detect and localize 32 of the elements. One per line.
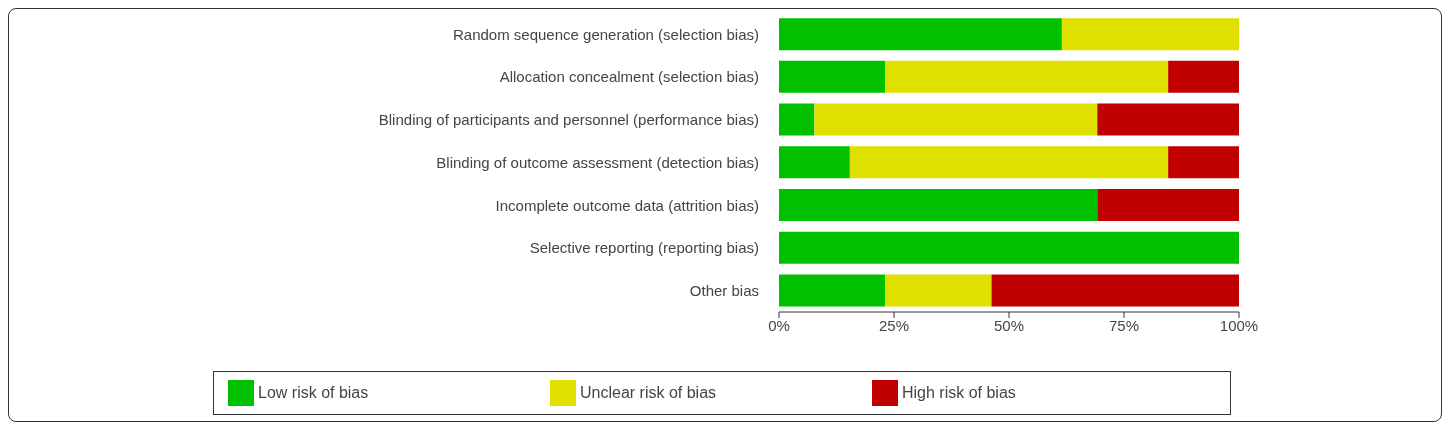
bar (885, 274, 992, 307)
bar (779, 188, 1098, 221)
x-tick-label: 50% (993, 316, 1025, 334)
bar (1168, 146, 1239, 179)
y-tick-label: Blinding of outcome assessment (detection bias) (436, 153, 759, 171)
bar (779, 18, 1062, 51)
bar (779, 60, 886, 93)
legend-label: Low risk of bias (258, 384, 370, 402)
y-tick-label: Incomplete outcome data (attrition bias) (495, 196, 759, 214)
legend-label: Unclear risk of bias (580, 384, 718, 402)
y-tick-label: Other bias (689, 281, 759, 299)
y-tick-label: Blinding of participants and personnel (performance bias) (378, 111, 759, 129)
bar (1168, 60, 1239, 93)
bar (779, 146, 850, 179)
x-tick-label: 75% (1108, 316, 1140, 334)
bar (779, 103, 815, 136)
x-tick-label: 0% (768, 316, 790, 334)
bar (1061, 18, 1239, 51)
bar (1097, 103, 1239, 136)
x-tick-label: 100% (1219, 316, 1259, 334)
y-tick-label: Selective reporting (reporting bias) (529, 239, 759, 257)
bar (814, 103, 1098, 136)
bar (991, 274, 1239, 307)
x-tick-label: 25% (878, 316, 910, 334)
y-tick-label: Allocation concealment (selection bias) (499, 68, 759, 86)
bar (779, 231, 1239, 264)
bar (1097, 188, 1239, 221)
bar (779, 274, 886, 307)
bar (885, 60, 1169, 93)
bar (849, 146, 1169, 179)
y-tick-label: Random sequence generation (selection bias) (452, 25, 759, 43)
legend-label: High risk of bias (902, 384, 1017, 402)
